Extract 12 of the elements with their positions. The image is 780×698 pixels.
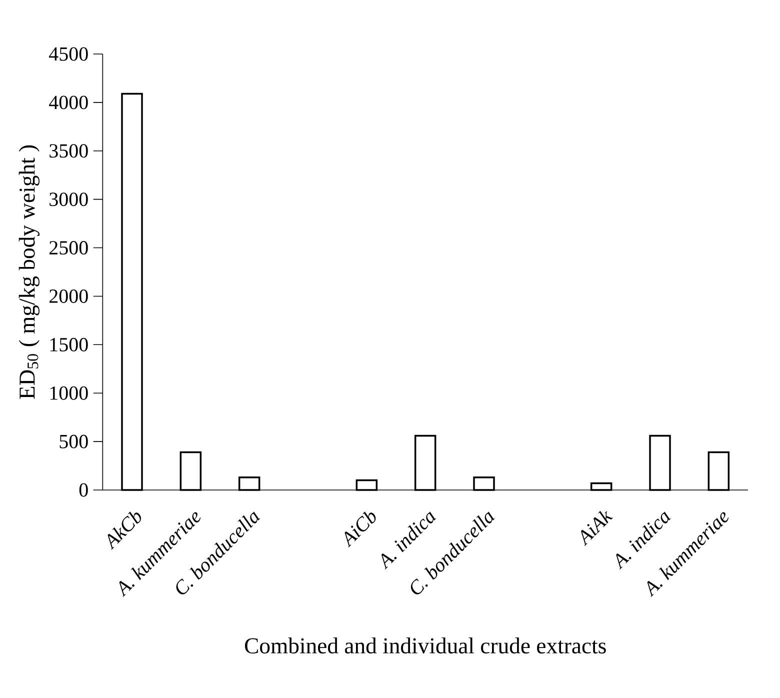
x-axis-title: Combined and individual crude extracts <box>244 638 606 654</box>
y-tick-label: 1500 <box>50 338 88 352</box>
y-tick-label: 1000 <box>50 386 88 400</box>
y-tick-label: 2500 <box>50 241 88 255</box>
y-tick-label: 4000 <box>49 96 88 110</box>
y-tick-label: 2000 <box>50 289 88 303</box>
y-tick-label: 0 <box>79 483 88 497</box>
y-axis-title: ED$_{50}$ ( mg/kg body weight ) <box>18 145 40 399</box>
y-tick-label: 3000 <box>50 192 88 206</box>
y-tick-label: 4500 <box>49 47 88 61</box>
y-tick-label: 3500 <box>50 144 88 158</box>
y-tick-label: 500 <box>60 434 88 448</box>
